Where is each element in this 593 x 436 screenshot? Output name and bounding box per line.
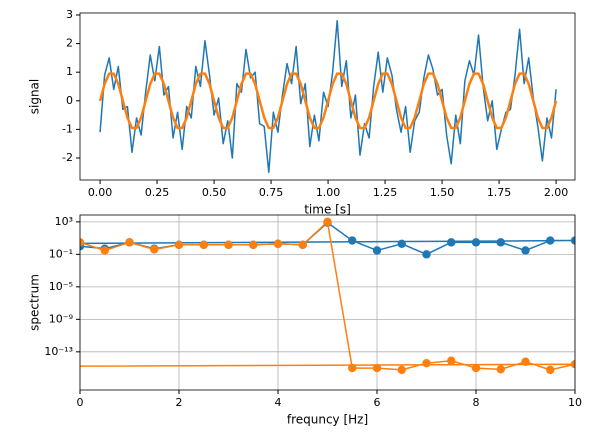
y-axis-label: signal bbox=[28, 79, 42, 115]
axes-frame bbox=[79, 12, 576, 181]
marker bbox=[80, 238, 85, 247]
marker bbox=[348, 363, 357, 373]
marker bbox=[521, 357, 530, 366]
y-axis-label: spectrum bbox=[28, 274, 42, 331]
series-line bbox=[80, 221, 575, 371]
marker bbox=[570, 360, 575, 369]
x-tick-label: 1.25 bbox=[373, 186, 398, 199]
marker bbox=[496, 365, 505, 374]
y-tick-label: 10³ bbox=[55, 215, 73, 228]
marker bbox=[323, 217, 332, 227]
series-line bbox=[99, 19, 557, 174]
y-tick-label: 3 bbox=[66, 8, 73, 21]
marker bbox=[150, 245, 159, 254]
marker bbox=[125, 238, 134, 247]
series-group bbox=[98, 19, 558, 174]
y-tick-label: 0 bbox=[66, 94, 73, 107]
marker bbox=[447, 238, 456, 247]
marker bbox=[546, 365, 555, 375]
y-tick-label: 2 bbox=[66, 37, 73, 50]
axes-frame bbox=[79, 214, 576, 391]
marker bbox=[249, 240, 258, 250]
marker bbox=[100, 246, 109, 255]
x-tick-label: 8 bbox=[473, 396, 480, 409]
marker bbox=[546, 236, 555, 245]
plot-area bbox=[80, 215, 575, 390]
y-tick-label: 10⁻¹ bbox=[49, 247, 73, 260]
x-tick-label: 0.25 bbox=[145, 186, 170, 199]
marker bbox=[372, 246, 382, 255]
x-tick-label: 2.00 bbox=[544, 186, 569, 199]
marker bbox=[199, 240, 208, 250]
x-tick-label: 0.50 bbox=[202, 186, 227, 199]
y-tick-label: 10⁻⁹ bbox=[49, 312, 73, 325]
series-group bbox=[80, 217, 575, 375]
y-tick-label: 10⁻¹³ bbox=[44, 345, 73, 358]
marker bbox=[570, 236, 575, 245]
marker bbox=[174, 240, 184, 250]
x-tick-label: 10 bbox=[568, 396, 582, 409]
marker bbox=[422, 250, 431, 259]
x-tick-label: 4 bbox=[275, 396, 282, 409]
marker bbox=[447, 356, 456, 365]
x-tick-label: 1.00 bbox=[316, 186, 341, 199]
marker bbox=[273, 239, 283, 248]
y-tick-label: 1 bbox=[66, 65, 73, 78]
x-tick-label: 0.00 bbox=[88, 186, 113, 199]
marker bbox=[397, 365, 406, 375]
marker bbox=[496, 238, 505, 247]
marker bbox=[298, 240, 307, 250]
y-tick-label: -2 bbox=[62, 151, 73, 164]
x-tick-label: 0.75 bbox=[259, 186, 284, 199]
marker bbox=[372, 363, 382, 373]
marker bbox=[521, 246, 530, 255]
x-tick-label: 0 bbox=[77, 396, 84, 409]
y-tick-label: -1 bbox=[62, 122, 73, 135]
x-tick-label: 1.75 bbox=[487, 186, 512, 199]
x-axis-label: frequncy [Hz] bbox=[287, 413, 368, 427]
x-axis-label: time [s] bbox=[304, 203, 351, 217]
marker bbox=[471, 363, 481, 373]
y-tick-label: 10⁻⁵ bbox=[49, 280, 73, 293]
plot-area bbox=[80, 13, 575, 180]
marker bbox=[348, 236, 357, 245]
marker bbox=[397, 239, 406, 248]
marker bbox=[422, 358, 431, 368]
x-tick-label: 2 bbox=[176, 396, 183, 409]
series-line bbox=[98, 72, 558, 130]
marker bbox=[471, 238, 481, 247]
marker bbox=[224, 240, 233, 250]
x-tick-label: 1.50 bbox=[430, 186, 455, 199]
x-tick-label: 6 bbox=[374, 396, 381, 409]
